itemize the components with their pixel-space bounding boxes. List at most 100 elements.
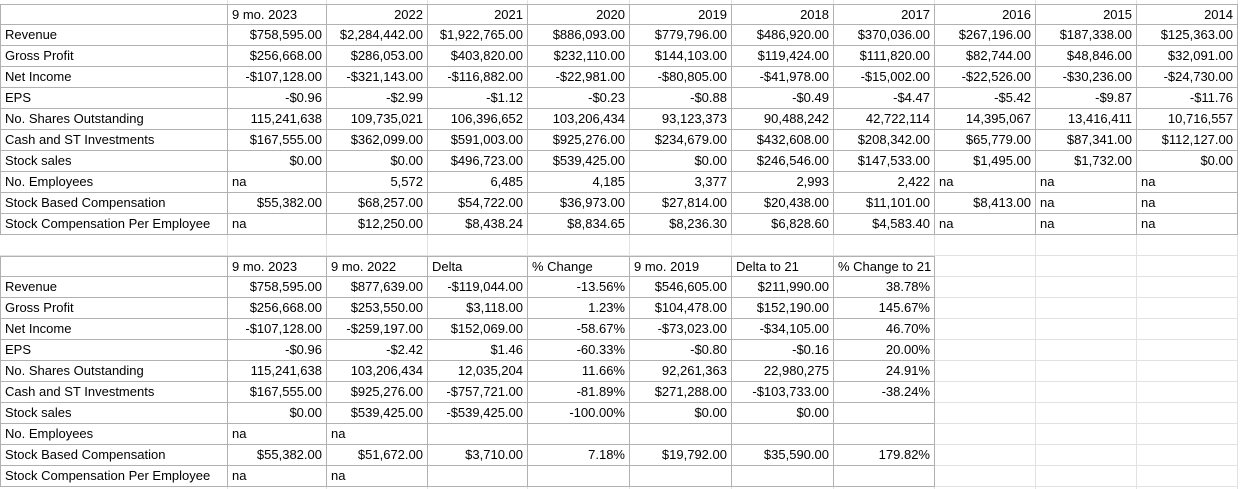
table-cell[interactable]: $54,722.00 [428, 193, 528, 214]
table-cell[interactable]: na [228, 424, 327, 445]
table-cell[interactable]: $877,639.00 [327, 277, 428, 298]
table-cell[interactable]: $1.46 [428, 340, 528, 361]
gap-row-cell[interactable] [327, 235, 428, 256]
table-cell[interactable]: $8,438.24 [428, 214, 528, 235]
gap-row-cell[interactable] [732, 235, 834, 256]
table-cell[interactable] [428, 466, 528, 487]
column-header[interactable]: Delta [428, 256, 528, 277]
column-header[interactable] [0, 256, 228, 277]
table-cell[interactable]: 179.82% [834, 445, 935, 466]
table-cell[interactable]: -$15,002.00 [834, 67, 935, 88]
table-cell[interactable]: -$0.49 [732, 88, 834, 109]
table-cell[interactable]: na [327, 466, 428, 487]
table-cell[interactable]: -$22,981.00 [528, 67, 630, 88]
table-cell[interactable]: -$2.42 [327, 340, 428, 361]
column-header[interactable]: 2016 [935, 4, 1036, 25]
empty-cell[interactable] [935, 445, 1036, 466]
gap-row-cell[interactable] [1137, 235, 1238, 256]
table-cell[interactable]: 1.23% [528, 298, 630, 319]
table-cell[interactable]: $2,284,442.00 [327, 25, 428, 46]
table-cell[interactable]: $35,590.00 [732, 445, 834, 466]
table-cell[interactable]: -58.67% [528, 319, 630, 340]
empty-cell[interactable] [1036, 403, 1137, 424]
table-cell[interactable]: $104,478.00 [630, 298, 732, 319]
table-cell[interactable]: $591,003.00 [428, 130, 528, 151]
table-cell[interactable]: $286,053.00 [327, 46, 428, 67]
table-cell[interactable]: na [228, 214, 327, 235]
row-label[interactable]: Cash and ST Investments [0, 130, 228, 151]
table-cell[interactable]: $3,710.00 [428, 445, 528, 466]
table-cell[interactable]: $246,546.00 [732, 151, 834, 172]
table-cell[interactable]: $234,679.00 [630, 130, 732, 151]
empty-cell[interactable] [1036, 340, 1137, 361]
table-cell[interactable]: $267,196.00 [935, 25, 1036, 46]
table-cell[interactable] [528, 466, 630, 487]
table-cell[interactable]: $8,834.65 [528, 214, 630, 235]
table-cell[interactable]: $48,846.00 [1036, 46, 1137, 67]
empty-cell[interactable] [935, 361, 1036, 382]
gap-row-cell[interactable] [428, 235, 528, 256]
table-cell[interactable]: -$2.99 [327, 88, 428, 109]
table-cell[interactable]: -$259,197.00 [327, 319, 428, 340]
table-cell[interactable]: -13.56% [528, 277, 630, 298]
table-cell[interactable]: 7.18% [528, 445, 630, 466]
table-cell[interactable]: $925,276.00 [528, 130, 630, 151]
table-cell[interactable]: $8,236.30 [630, 214, 732, 235]
table-cell[interactable]: na [228, 466, 327, 487]
row-label[interactable]: No. Shares Outstanding [0, 361, 228, 382]
table-cell[interactable]: $253,550.00 [327, 298, 428, 319]
table-cell[interactable]: $32,091.00 [1137, 46, 1238, 67]
table-cell[interactable]: -$0.80 [630, 340, 732, 361]
column-header[interactable]: 2022 [327, 4, 428, 25]
row-label[interactable]: Stock sales [0, 403, 228, 424]
row-label[interactable]: Net Income [0, 319, 228, 340]
column-header[interactable]: 9 mo. 2023 [228, 4, 327, 25]
gap-row-cell[interactable] [1036, 235, 1137, 256]
row-label[interactable]: Cash and ST Investments [0, 382, 228, 403]
table-cell[interactable]: $546,605.00 [630, 277, 732, 298]
table-cell[interactable]: -$103,733.00 [732, 382, 834, 403]
table-cell[interactable] [630, 424, 732, 445]
column-header[interactable]: 2019 [630, 4, 732, 25]
empty-cell[interactable] [935, 466, 1036, 487]
table-cell[interactable]: -$116,882.00 [428, 67, 528, 88]
table-cell[interactable]: 93,123,373 [630, 109, 732, 130]
empty-cell[interactable] [935, 298, 1036, 319]
table-cell[interactable]: $55,382.00 [228, 193, 327, 214]
table-cell[interactable]: 10,716,557 [1137, 109, 1238, 130]
table-cell[interactable]: 6,485 [428, 172, 528, 193]
table-cell[interactable]: $496,723.00 [428, 151, 528, 172]
column-header[interactable]: 2014 [1137, 4, 1238, 25]
table-cell[interactable]: -$0.23 [528, 88, 630, 109]
table-cell[interactable]: -$119,044.00 [428, 277, 528, 298]
column-header[interactable]: 2015 [1036, 4, 1137, 25]
column-header[interactable]: 2020 [528, 4, 630, 25]
empty-cell[interactable] [935, 382, 1036, 403]
table-cell[interactable]: $925,276.00 [327, 382, 428, 403]
table-cell[interactable]: na [935, 214, 1036, 235]
empty-cell[interactable] [935, 340, 1036, 361]
empty-cell[interactable] [1036, 361, 1137, 382]
row-label[interactable]: No. Shares Outstanding [0, 109, 228, 130]
empty-cell[interactable] [935, 277, 1036, 298]
empty-cell[interactable] [935, 403, 1036, 424]
gap-row-cell[interactable] [630, 235, 732, 256]
table-cell[interactable]: $886,093.00 [528, 25, 630, 46]
table-cell[interactable]: 115,241,638 [228, 361, 327, 382]
table-cell[interactable]: -$5.42 [935, 88, 1036, 109]
table-cell[interactable]: 2,993 [732, 172, 834, 193]
empty-cell[interactable] [1137, 340, 1238, 361]
empty-cell[interactable] [1137, 466, 1238, 487]
table-cell[interactable] [732, 424, 834, 445]
table-cell[interactable] [732, 466, 834, 487]
table-cell[interactable]: $167,555.00 [228, 130, 327, 151]
table-cell[interactable]: 109,735,021 [327, 109, 428, 130]
table-cell[interactable]: 20.00% [834, 340, 935, 361]
row-label[interactable]: Stock Compensation Per Employee [0, 466, 228, 487]
table-cell[interactable]: $1,732.00 [1036, 151, 1137, 172]
table-cell[interactable]: $68,257.00 [327, 193, 428, 214]
empty-cell[interactable] [1036, 466, 1137, 487]
table-cell[interactable]: $0.00 [1137, 151, 1238, 172]
empty-cell[interactable] [1036, 382, 1137, 403]
row-label[interactable]: Net Income [0, 67, 228, 88]
